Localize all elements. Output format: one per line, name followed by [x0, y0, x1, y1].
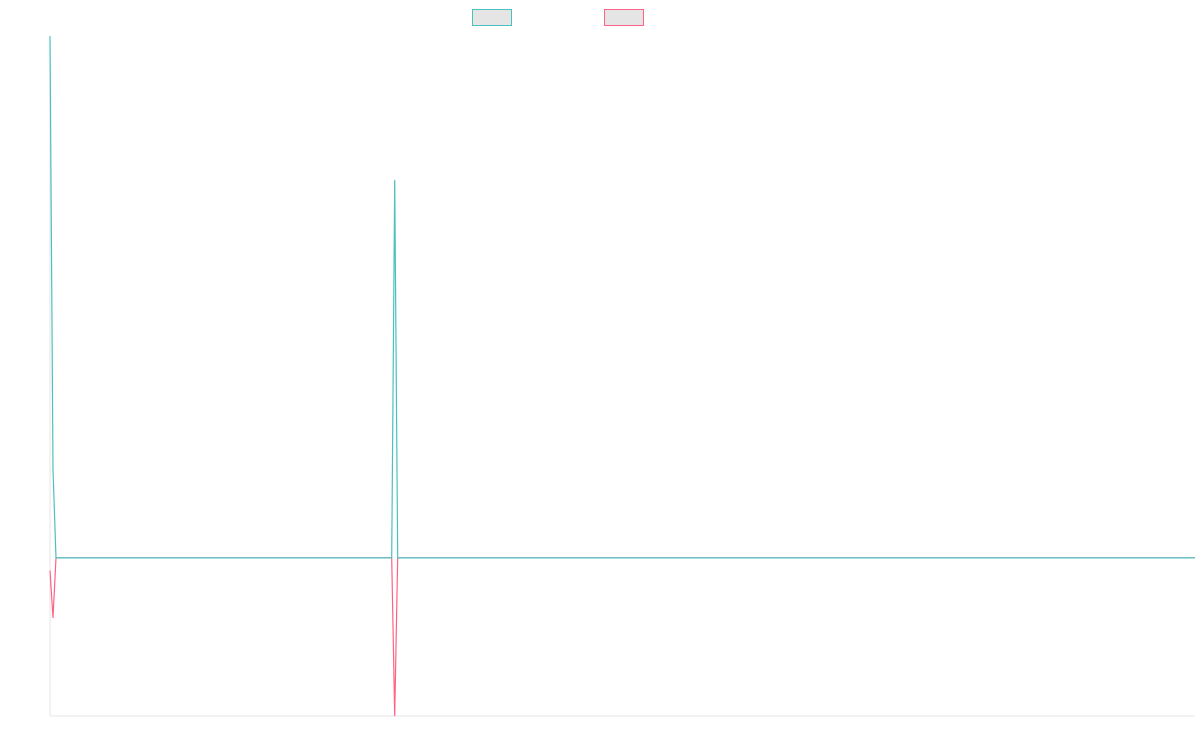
line-series [49, 557, 1195, 717]
line-series [49, 35, 1195, 559]
legend-swatch[interactable] [472, 9, 512, 26]
legend-swatch[interactable] [604, 9, 644, 26]
